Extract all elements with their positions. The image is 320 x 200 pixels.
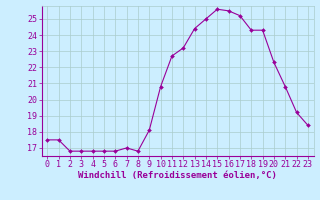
X-axis label: Windchill (Refroidissement éolien,°C): Windchill (Refroidissement éolien,°C) <box>78 171 277 180</box>
